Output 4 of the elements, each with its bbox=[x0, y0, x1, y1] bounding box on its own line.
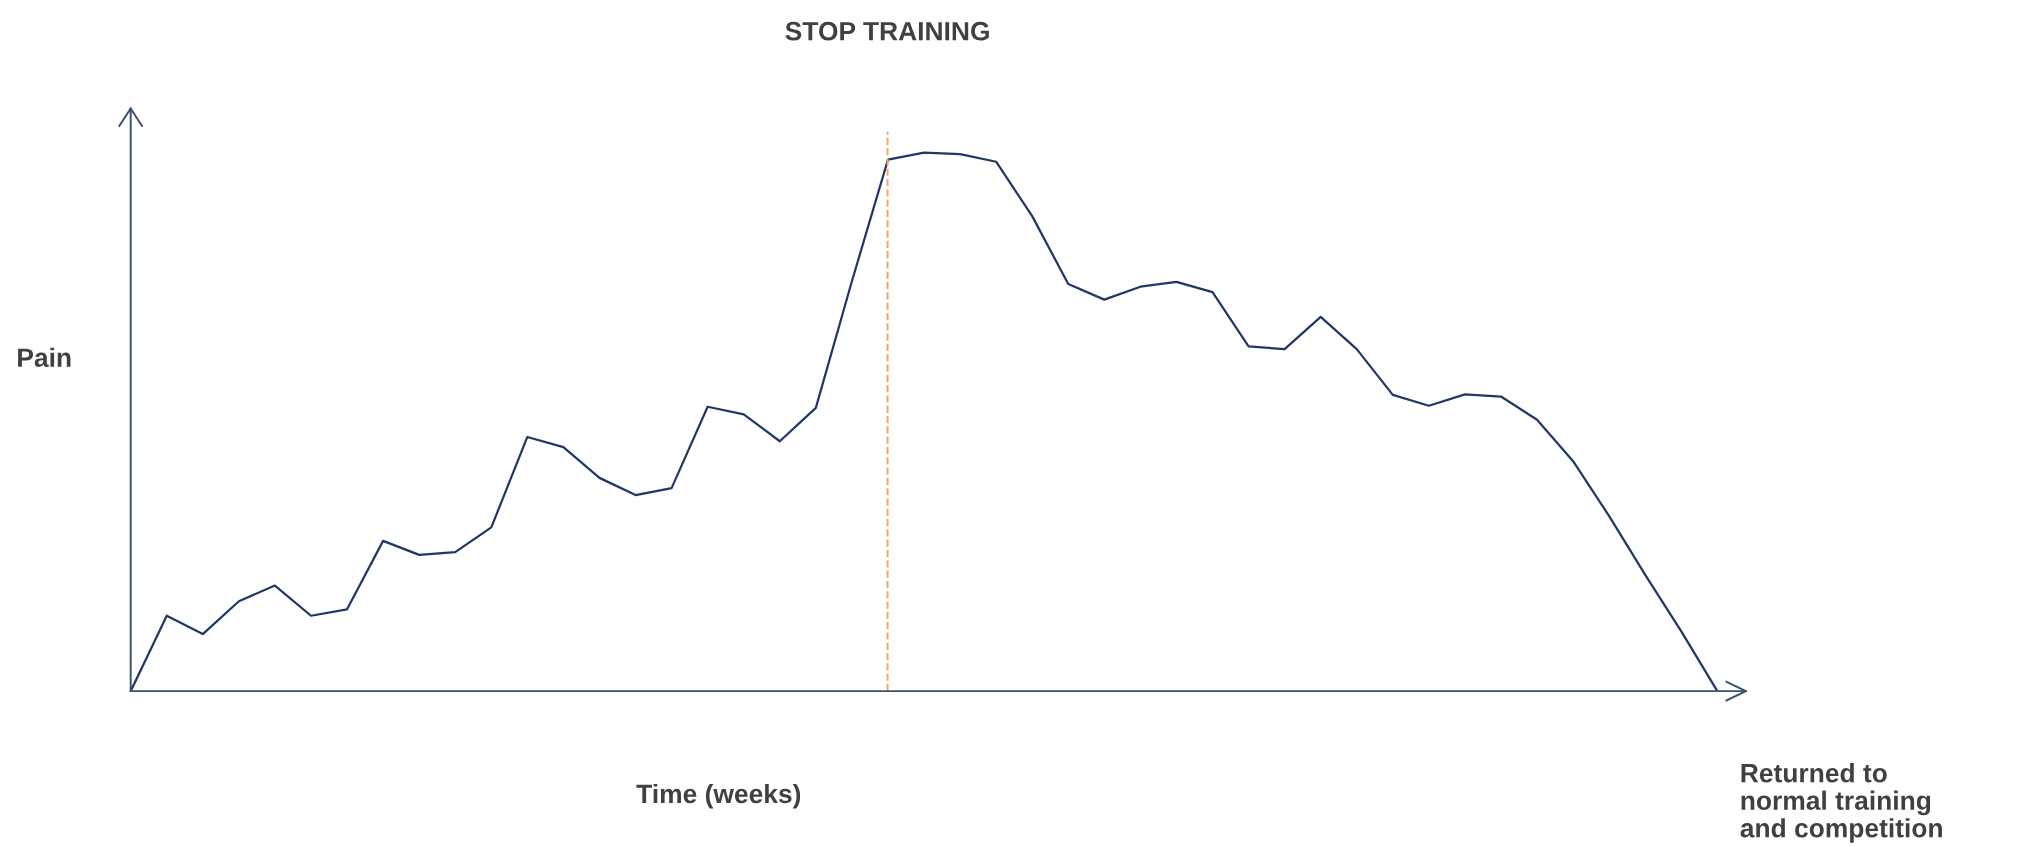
x-axis-title: Time (weeks) bbox=[636, 783, 801, 809]
text: STOP TRAINING bbox=[785, 21, 989, 41]
text: Returned to normal training and competition bbox=[1740, 763, 1942, 843]
y-axis-title: Pain bbox=[18, 347, 71, 368]
